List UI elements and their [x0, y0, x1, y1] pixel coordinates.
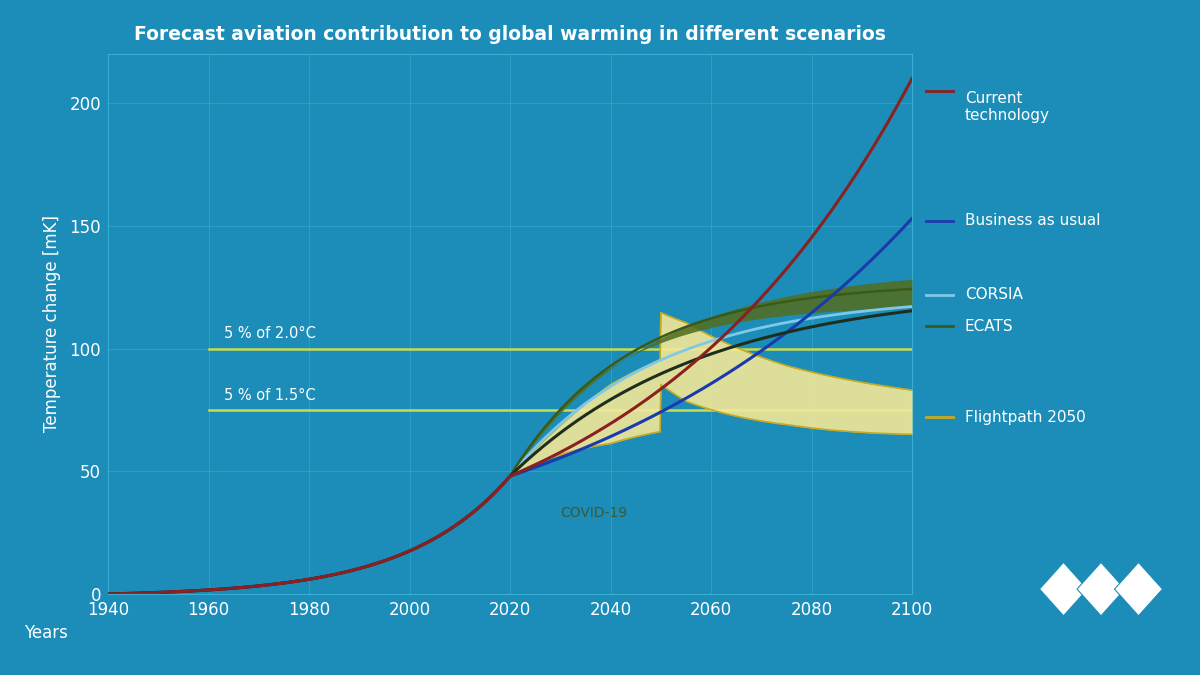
Polygon shape	[1039, 562, 1087, 616]
Text: 5 % of 2.0°C: 5 % of 2.0°C	[223, 326, 316, 341]
Text: COVID-19: COVID-19	[560, 506, 628, 520]
Title: Forecast aviation contribution to global warming in different scenarios: Forecast aviation contribution to global…	[134, 25, 886, 44]
Polygon shape	[1115, 562, 1163, 616]
Text: Flightpath 2050: Flightpath 2050	[965, 410, 1086, 425]
Polygon shape	[1078, 562, 1126, 616]
Text: CORSIA: CORSIA	[965, 287, 1022, 302]
Text: Years: Years	[24, 624, 68, 642]
Text: Current
technology: Current technology	[965, 91, 1050, 124]
Y-axis label: Temperature change [mK]: Temperature change [mK]	[43, 215, 61, 433]
Text: 5 % of 1.5°C: 5 % of 1.5°C	[223, 387, 316, 402]
Text: Business as usual: Business as usual	[965, 213, 1100, 228]
Text: ECATS: ECATS	[965, 319, 1014, 334]
